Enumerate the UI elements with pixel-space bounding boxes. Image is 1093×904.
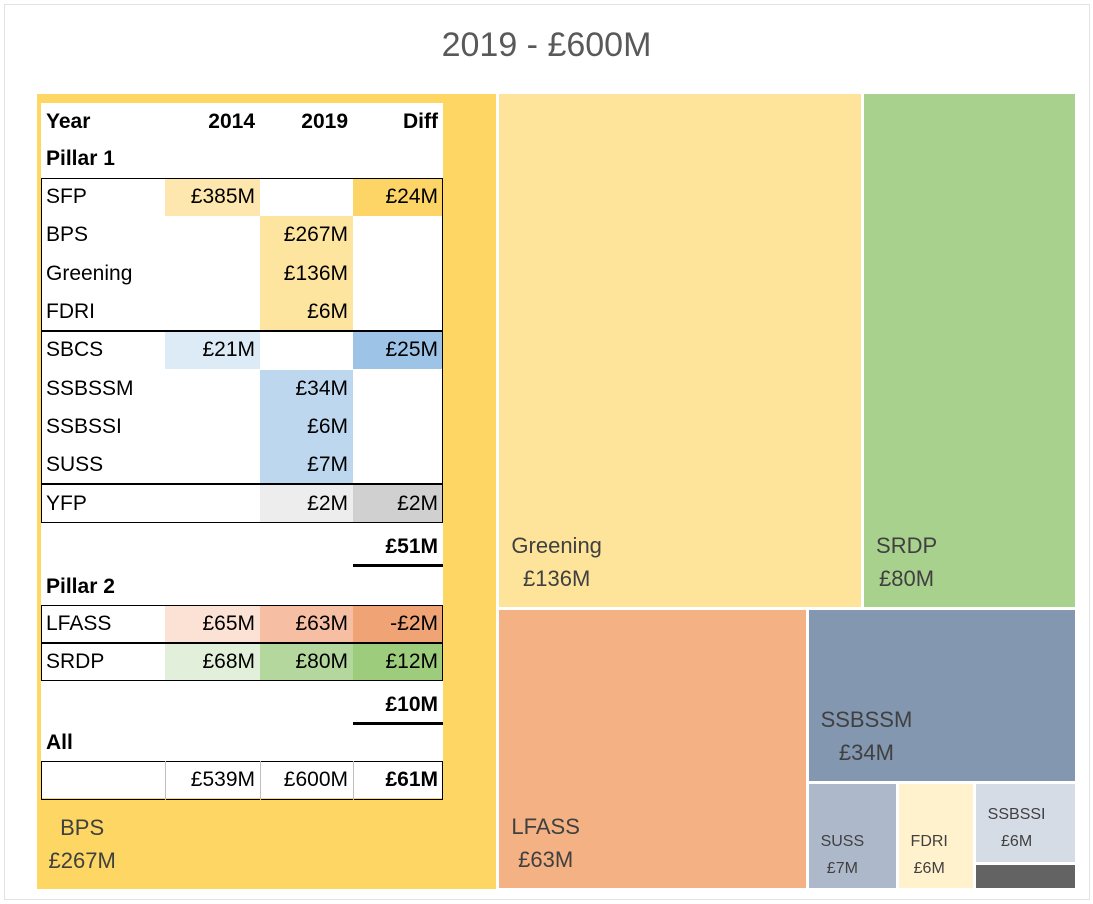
table-cell: BPS [46,223,89,247]
tile [975,864,1076,889]
section-title: Pillar 2 [46,574,115,598]
group-border [41,643,443,682]
section-title: All [46,731,73,755]
tile: LFASS £63M [499,609,806,889]
tile-label: SRDP £80M [876,529,937,595]
tile-value: £34M [838,739,894,765]
table-cell: SSBSSM [46,376,134,400]
table-cell: LFASS [46,611,112,635]
tile-label: SUSS £7M [821,828,865,882]
tile-value: £6M [913,860,945,878]
table-cell: £61M [385,768,438,792]
group-border [41,761,443,800]
section-title: Pillar 1 [46,147,115,170]
tile-value: £7M [826,860,858,878]
table-cell: Greening [46,261,133,285]
tile: SSBSSM £34M [808,609,1076,781]
tile-name: Greening [511,532,602,558]
table-cell: £2M [260,484,353,523]
table-cell: SSBSSI [46,414,122,438]
table-cell: £63M [260,604,353,643]
table-cell: £34M [260,369,353,408]
tile: SUSS £7M [808,783,896,889]
table-cell: 2014 [208,109,255,133]
table-cell: £136M [260,254,353,293]
tile-label: Greening £136M [511,529,602,595]
tile-name: SSBSSI [987,806,1046,824]
table-cell: 2019 [301,109,348,133]
table-cell: £24M [353,178,443,217]
frame [4,4,1090,900]
chart-title: 2019 - £600M [441,26,652,64]
tile-label: SSBSSI £6M [988,801,1046,855]
total-underline [353,563,443,567]
tile-label: SSBSSM £34M [821,703,913,769]
tile: FDRI £6M [898,783,973,889]
table-cell: Year [46,109,91,133]
table-cell: SRDP [46,650,105,674]
table-cell: SFP [46,185,87,209]
tile-name: SRDP [876,532,938,558]
table-cell: YFP [46,491,87,515]
tile: Greening £136M [499,93,861,607]
group-border [41,331,443,485]
tile-name: SUSS [820,833,865,851]
table-cell: £6M [260,292,353,332]
section-total: £51M [385,534,438,558]
table-cell: £600M [283,768,348,792]
table: Year 2014 2019 Diff Pillar 1 SFP £385M £24M BPS £… [41,103,443,800]
tile: SRDP £80M [864,93,1076,607]
cell-divider [353,761,354,800]
table-cell: SUSS [46,453,104,477]
table-cell: £80M [260,643,353,682]
tile-label: LFASS £63M [511,810,579,876]
table-cell: £12M [353,643,443,682]
tile-name: SSBSSM [820,706,913,732]
tile-label: FDRI £6M [911,828,948,882]
total-underline [353,722,443,726]
table-cell: £25M [353,331,443,370]
cell-divider [165,761,166,800]
group-border [41,604,443,643]
tile-value: £6M [1001,833,1033,851]
table-cell: £539M [190,768,255,792]
tile-value: £136M [523,565,591,591]
table-cell: £7M [260,446,353,485]
tile-name: FDRI [910,833,948,851]
tile-label: BPS £267M [49,811,116,877]
table-cell: -£2M [353,604,443,643]
table-cell: £267M [260,216,353,255]
tile-value: £80M [879,565,935,591]
tile-value: £267M [48,847,116,873]
table-cell: Diff [403,109,438,133]
table-cell: SBCS [46,338,104,362]
group-border [41,178,443,332]
table-cell: £65M [165,604,260,643]
table-cell: £2M [353,484,443,523]
table-cell: £68M [165,643,260,682]
tile-name: BPS [60,814,105,840]
table-cell: £6M [260,407,353,447]
table-cell: FDRI [46,300,95,324]
tile: SSBSSI £6M [975,783,1076,862]
cell-divider [260,761,261,800]
table-cell: £385M [165,178,260,217]
tile-value: £63M [518,847,574,873]
table-cell: £21M [165,331,260,370]
group-border [41,484,443,523]
tile-name: LFASS [511,814,580,840]
section-total: £10M [385,693,438,717]
